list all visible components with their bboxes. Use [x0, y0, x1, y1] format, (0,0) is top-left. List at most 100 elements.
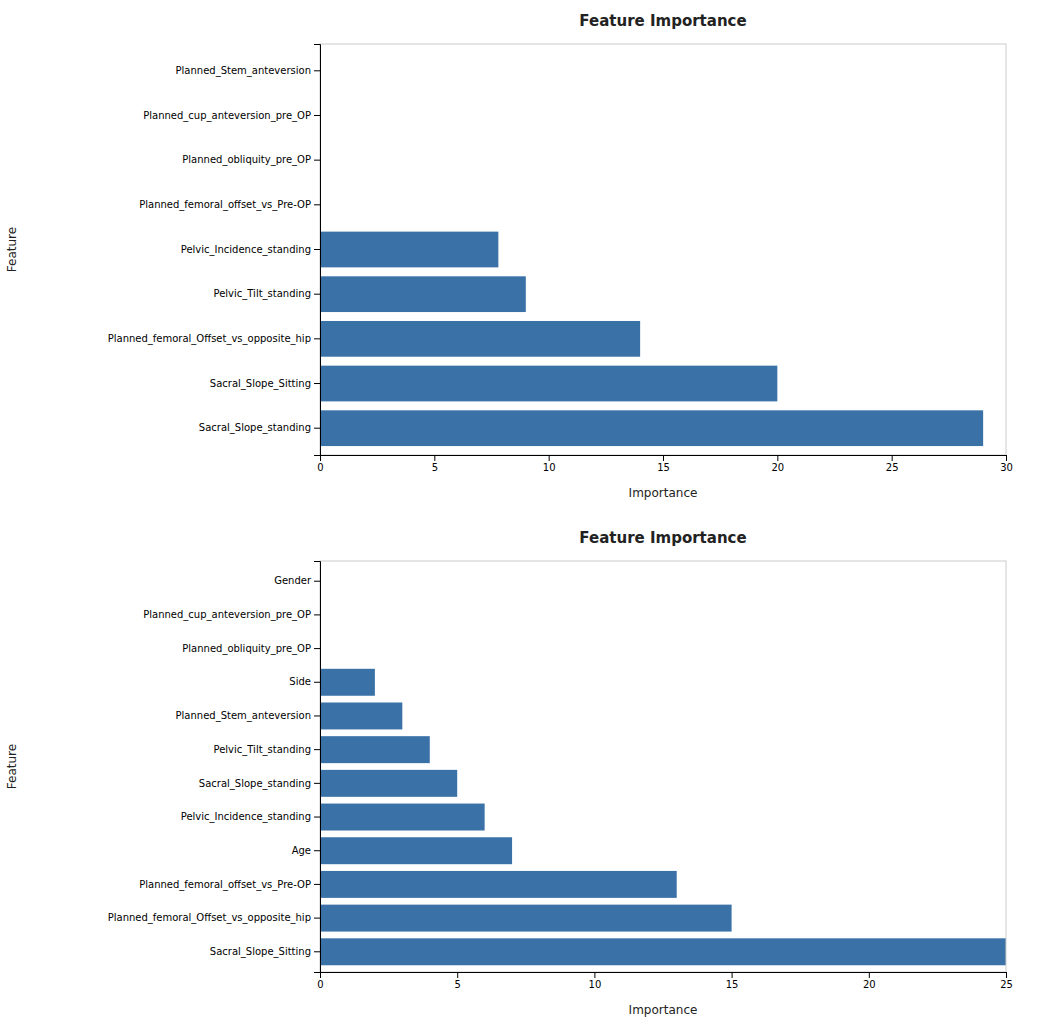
tick-label: Sacral_Slope_Sitting: [210, 378, 311, 390]
tick-label: 20: [771, 462, 784, 473]
bars: [320, 232, 983, 446]
tick-label: Pelvic_Tilt_standing: [214, 288, 312, 300]
tick: Planned_Stem_anteversion: [176, 65, 320, 77]
tick-label: 0: [317, 462, 323, 473]
tick-mark: [1006, 972, 1007, 978]
bar: [320, 804, 485, 831]
tick-mark: [314, 715, 320, 716]
bar: [320, 905, 732, 932]
tick-label: 5: [432, 462, 438, 473]
tick-label: Planned_cup_anteversion_pre_OP: [143, 609, 311, 621]
x-axis: 0510152025: [317, 972, 1013, 990]
x-axis: 0 5 10 15 20 25 30: [317, 455, 1013, 473]
tick: 5: [455, 972, 461, 990]
tick-mark: [314, 951, 320, 952]
tick-label: 10: [543, 462, 556, 473]
tick: 30: [1000, 455, 1013, 473]
tick: Planned_Stem_anteversion: [176, 710, 320, 722]
bar: [320, 871, 677, 898]
tick-mark: [314, 428, 320, 429]
bar: [320, 837, 512, 864]
tick: 0: [317, 455, 323, 473]
tick: Planned_femoral_Offset_vs_opposite_hip: [108, 333, 320, 345]
bar: [320, 770, 457, 797]
tick-mark: [314, 783, 320, 784]
tick-label: 15: [657, 462, 670, 473]
tick-label: 25: [886, 462, 899, 473]
tick-label: 0: [317, 979, 323, 990]
tick-mark: [314, 338, 320, 339]
tick-mark: [1006, 455, 1007, 461]
tick-mark: [314, 817, 320, 818]
tick-label: Planned_obliquity_pre_OP: [182, 643, 311, 655]
tick-mark: [314, 115, 320, 116]
tick: 25: [886, 455, 899, 473]
axis-line: [321, 973, 1007, 979]
tick-label: Planned_Stem_anteversion: [176, 710, 311, 722]
tick-mark: [314, 70, 320, 71]
bar: [320, 669, 375, 696]
tick: Planned_cup_anteversion_pre_OP: [143, 609, 320, 621]
bar: [320, 276, 526, 312]
y-axis: Gender Planned_cup_anteversion_pre_OP Plan…: [108, 562, 321, 973]
tick-mark: [314, 160, 320, 161]
bar: [320, 702, 402, 729]
plot-frame: [320, 44, 1006, 455]
tick: Planned_obliquity_pre_OP: [182, 154, 320, 166]
tick: 10: [543, 455, 556, 473]
tick-mark: [869, 972, 870, 978]
tick-mark: [314, 884, 320, 885]
tick-label: Side: [289, 676, 311, 687]
tick-label: Gender: [274, 575, 312, 586]
tick-mark: [314, 383, 320, 384]
tick: Pelvic_Tilt_standing: [214, 744, 321, 756]
tick-mark: [663, 455, 664, 461]
axis-line: [321, 456, 1007, 462]
bar: [320, 366, 777, 402]
tick-label: 20: [863, 979, 876, 990]
x-axis-title: Importance: [629, 486, 698, 500]
tick: Planned_cup_anteversion_pre_OP: [143, 110, 320, 122]
figure: 051015202530Planned_Stem_anteversionPlan…: [0, 0, 1042, 1034]
tick-mark: [457, 972, 458, 978]
tick: Planned_femoral_Offset_vs_opposite_hip: [108, 912, 320, 924]
tick: Side: [289, 676, 320, 687]
tick: Age: [292, 845, 320, 856]
tick: Planned_femoral_offset_vs_Pre-OP: [139, 199, 320, 211]
tick-label: Pelvic_Incidence_standing: [181, 244, 311, 256]
tick: Gender: [274, 575, 320, 586]
tick-label: 5: [455, 979, 461, 990]
tick-mark: [314, 749, 320, 750]
tick: Pelvic_Incidence_standing: [181, 244, 320, 256]
x-axis-title: Importance: [629, 1003, 698, 1017]
y-axis-title: Feature: [5, 744, 19, 789]
tick-mark: [594, 972, 595, 978]
tick: Sacral_Slope_standing: [199, 422, 320, 434]
plot-frame: [320, 561, 1006, 972]
tick-mark: [314, 204, 320, 205]
tick-mark: [549, 455, 550, 461]
axis-line: [314, 45, 321, 456]
tick-mark: [732, 972, 733, 978]
tick-mark: [777, 455, 778, 461]
y-axis: Planned_Stem_anteversion Planned_cup_ante…: [108, 45, 321, 456]
axis-line: [314, 562, 321, 973]
bar: [320, 736, 430, 763]
tick: Planned_femoral_offset_vs_Pre-OP: [139, 879, 320, 891]
tick-mark: [314, 850, 320, 851]
chart-title: Feature Importance: [579, 12, 746, 30]
tick-label: 25: [1000, 979, 1013, 990]
y-axis-title: Feature: [5, 227, 19, 272]
tick: 20: [771, 455, 784, 473]
chart-title: Feature Importance: [579, 529, 746, 547]
tick-label: Sacral_Slope_Sitting: [210, 946, 311, 958]
tick-mark: [314, 249, 320, 250]
tick-label: 10: [589, 979, 602, 990]
tick-mark: [314, 648, 320, 649]
tick: Pelvic_Incidence_standing: [181, 811, 320, 823]
bar: [320, 938, 1006, 965]
bar: [320, 321, 640, 357]
tick-label: Planned_obliquity_pre_OP: [182, 154, 311, 166]
tick: Pelvic_Tilt_standing: [214, 288, 321, 300]
tick-label: Planned_femoral_Offset_vs_opposite_hip: [108, 333, 311, 345]
